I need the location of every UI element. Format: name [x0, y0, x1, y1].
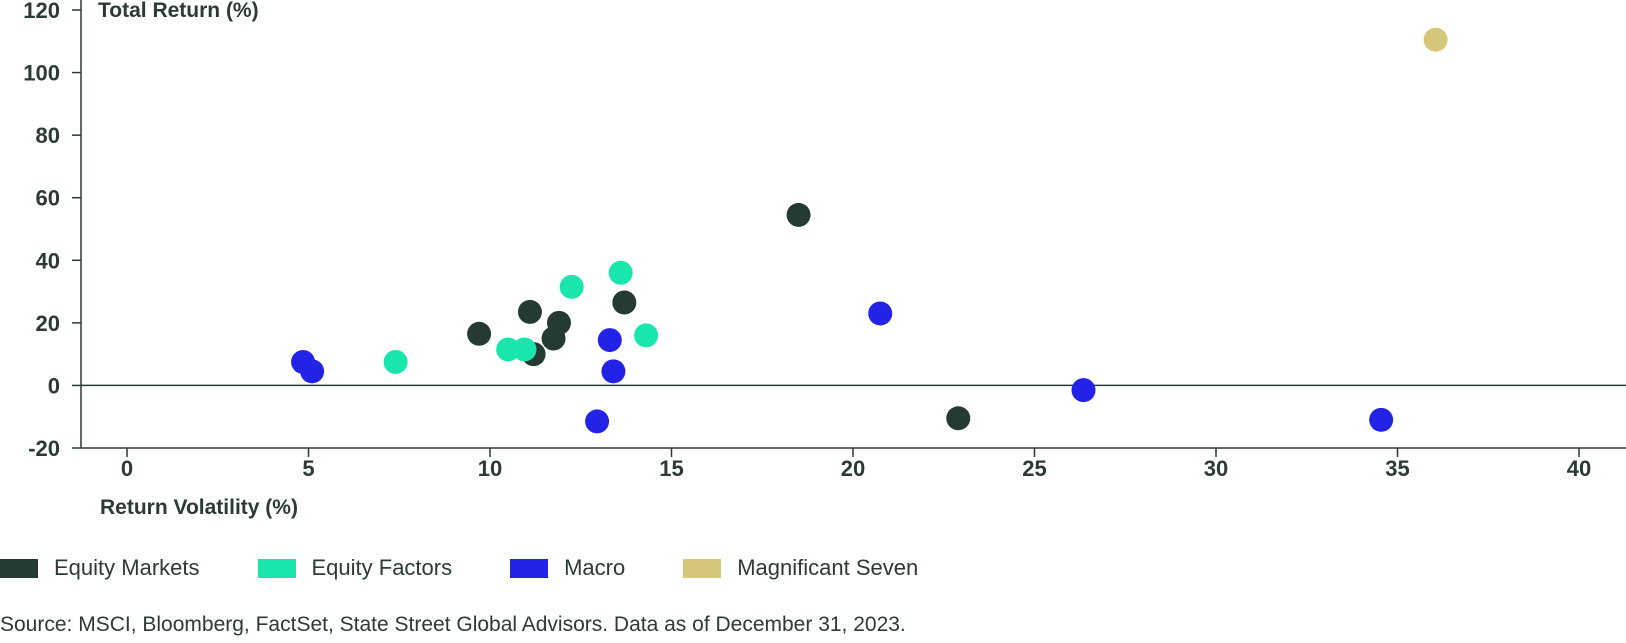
x-tick-label: 15: [659, 456, 683, 481]
point-macro: [868, 301, 893, 326]
x-tick-label: 20: [841, 456, 865, 481]
legend: Equity Markets Equity Factors Macro Magnifi…: [0, 553, 976, 583]
x-axis-ticks: 0 5 10 15 20 25 30 35 40: [121, 448, 1591, 481]
y-tick-label: 20: [36, 311, 60, 336]
legend-item-equity-markets: Equity Markets: [0, 555, 200, 581]
y-tick-label: 100: [23, 61, 60, 86]
x-tick-label: 35: [1385, 456, 1409, 481]
point-macro: [597, 328, 622, 353]
legend-label: Macro: [564, 555, 626, 580]
legend-label: Equity Factors: [311, 555, 453, 580]
y-axis-title: Total Return (%): [98, 0, 259, 22]
legend-swatch: [683, 558, 722, 578]
x-tick-label: 30: [1204, 456, 1228, 481]
legend-swatch: [510, 558, 549, 578]
legend-label: Equity Markets: [54, 555, 200, 580]
legend-item-equity-factors: Equity Factors: [257, 555, 453, 581]
point-equity-markets: [786, 202, 811, 227]
point-equity-markets: [612, 290, 637, 315]
x-tick-label: 0: [121, 456, 133, 481]
point-equity-factors: [634, 323, 659, 348]
y-tick-label: 60: [36, 186, 60, 211]
point-macro: [601, 359, 626, 384]
legend-item-magnificant-seven: Magnificant Seven: [683, 555, 918, 581]
x-tick-label: 5: [302, 456, 314, 481]
legend-swatch: [0, 558, 38, 578]
point-macro: [1369, 407, 1394, 432]
y-axis-ticks: -20 0 20 40 60 80 100 120: [23, 0, 81, 461]
point-macro: [1071, 378, 1096, 403]
point-equity-factors: [512, 337, 537, 362]
point-equity-markets: [467, 321, 492, 346]
point-equity-markets: [546, 310, 571, 335]
point-magnificant-seven: [1423, 27, 1448, 52]
point-macro: [300, 359, 325, 384]
point-equity-markets: [517, 299, 542, 324]
data-points: [291, 27, 1448, 434]
y-tick-label: 120: [23, 0, 60, 23]
y-tick-label: 40: [36, 248, 60, 273]
point-equity-factors: [608, 260, 633, 285]
point-equity-factors: [559, 274, 584, 299]
x-tick-label: 40: [1567, 456, 1591, 481]
legend-label: Magnificant Seven: [737, 555, 919, 580]
x-tick-label: 25: [1022, 456, 1046, 481]
point-equity-factors: [383, 349, 408, 374]
y-tick-label: 0: [48, 373, 60, 398]
point-macro: [585, 409, 610, 434]
y-tick-label: -20: [28, 436, 60, 461]
scatter-chart: -20 0 20 40 60 80 100 120 0 5 10 15 20 25 30 35 40 Tota…: [23, 0, 1626, 519]
x-axis-title: Return Volatility (%): [100, 496, 298, 519]
y-tick-label: 80: [36, 123, 60, 148]
legend-swatch: [257, 558, 296, 578]
legend-item-macro: Macro: [510, 555, 625, 581]
source-note: Source: MSCI, Bloomberg, FactSet, State …: [0, 613, 906, 636]
x-tick-label: 10: [478, 456, 502, 481]
point-equity-markets: [946, 406, 971, 431]
